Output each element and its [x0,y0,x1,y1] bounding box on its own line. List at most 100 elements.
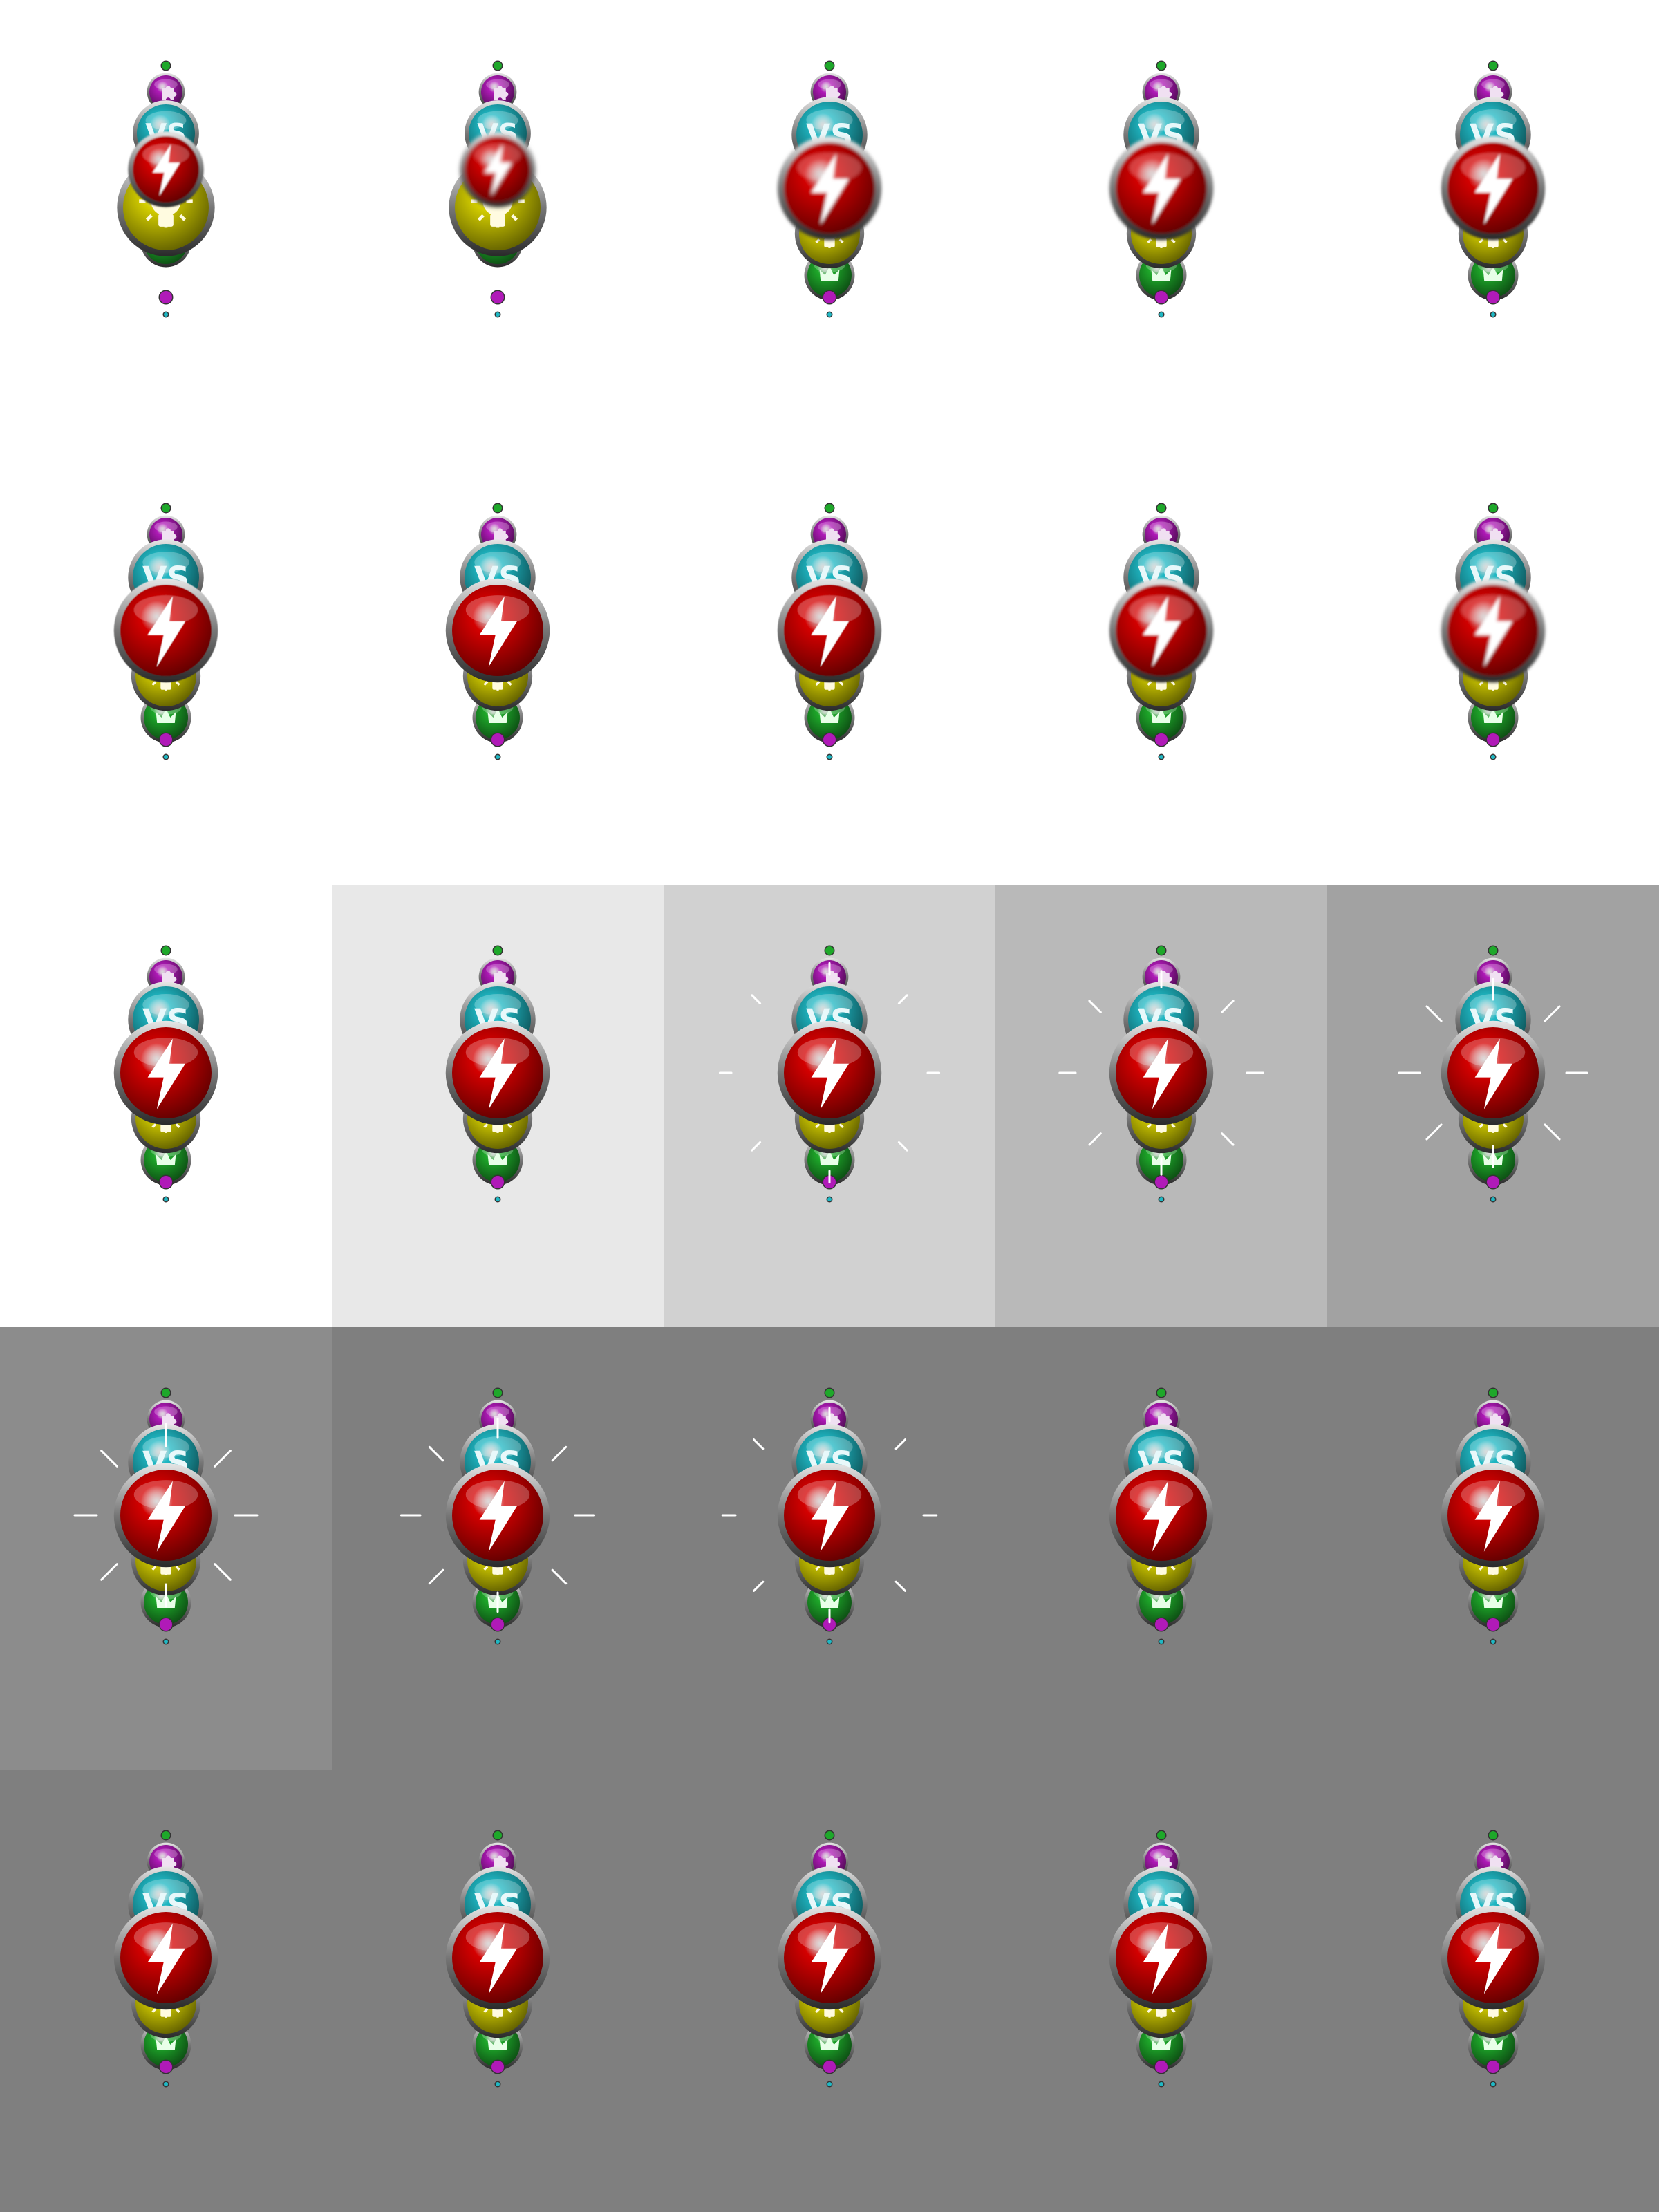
token-stack: VS [1109,1830,1214,2088]
red-token [1441,578,1546,683]
lightning-icon [811,1038,850,1109]
red-token [1441,1905,1546,2010]
crown-icon [1483,1593,1503,1608]
token-stack: VS [777,1830,882,2088]
puzzle-icon [1489,1413,1504,1427]
crown-icon [1483,2036,1503,2050]
frame-06: VS [0,442,332,885]
spark-burst [1058,970,1264,1176]
lightning-icon [811,596,850,667]
crown-icon [156,2036,176,2050]
token-stack: VS [777,60,882,318]
spark-ray [551,1568,568,1585]
frame-22: VS [332,1770,664,2212]
token-stack: VS [445,1830,550,2088]
crown-icon [1483,709,1503,723]
lightning-icon [811,153,850,225]
red-token [777,1463,882,1568]
spark-ray [1221,1132,1235,1146]
puzzle-icon [494,1855,509,1870]
spark-burst [73,1423,259,1608]
crown-icon [487,1151,508,1165]
spark-ray [1221,1000,1235,1013]
frame-05: VS [1327,0,1659,442]
token-stack: VS [113,503,218,760]
lightning-icon [1143,1038,1181,1109]
crown-icon [819,709,840,723]
puzzle-icon [494,86,509,100]
token-stack: VS [1398,945,1588,1203]
token-stack: VS [721,1387,938,1645]
frame-11: VS [0,885,332,1327]
spark-ray [428,1568,444,1585]
spark-ray [1088,1132,1102,1146]
frame-10: VS [1327,442,1659,885]
token-stack: VS [1441,1830,1546,2088]
lightning-icon [1474,153,1513,225]
purple-token [478,73,517,111]
frame-16: VS [0,1327,332,1770]
puzzle-icon [1489,86,1504,100]
crown-icon [1151,2036,1172,2050]
crown-icon [819,1151,840,1165]
lightning-icon [484,144,512,196]
puzzle-icon [825,528,841,543]
spark-burst [721,1407,938,1624]
puzzle-icon [825,86,841,100]
puzzle-icon [1489,528,1504,543]
red-token [777,135,882,241]
red-token [128,131,204,207]
crown-icon [156,1151,176,1165]
token-stack: VS [1109,60,1214,318]
frame-01: VS [0,0,332,442]
lightning-icon [1143,153,1181,225]
spark-ray [428,1445,444,1462]
red-token [113,1020,218,1125]
red-token [777,1905,882,2010]
crown-icon [819,1593,840,1608]
spark-burst [1398,977,1588,1168]
frame-15: VS [1327,885,1659,1327]
crown-icon [819,266,840,281]
frame-23: VS [664,1770,995,2212]
spark-ray [1088,1000,1102,1013]
puzzle-icon [494,528,509,543]
token-stack: VS [73,1387,259,1645]
crown-icon [487,2036,508,2050]
red-token [445,1905,550,2010]
crown-icon [1151,709,1172,723]
frame-24: VS [995,1770,1327,2212]
red-token [1441,135,1546,241]
frame-14: VS [995,885,1327,1327]
red-token [1109,578,1214,683]
spark-ray [214,1563,232,1581]
frame-12: VS [332,885,664,1327]
lightning-icon [1143,1481,1181,1552]
frame-02: VS [332,0,664,442]
frame-19: VS [995,1327,1327,1770]
red-token [1109,135,1214,241]
lightning-icon [1143,596,1181,667]
red-token [1109,1020,1214,1125]
lightning-icon [1474,1923,1513,1994]
puzzle-icon [162,528,177,543]
lightning-icon [1143,1923,1181,1994]
lightning-icon [479,1038,518,1109]
token-stack: VS [777,503,882,760]
token-stack: VS [1441,60,1546,318]
spark-ray [751,994,762,1005]
lightning-icon [147,1038,186,1109]
token-stack: VS [400,1387,596,1645]
lightning-icon [1474,1481,1513,1552]
frame-21: VS [0,1770,332,2212]
spark-ray [1544,1005,1561,1022]
frame-04: VS [995,0,1327,442]
spark-burst [400,1417,596,1613]
crown-icon [819,2036,840,2050]
lightning-icon [1474,1038,1513,1109]
red-token [1109,1905,1214,2010]
spark-ray [100,1563,118,1581]
crown-icon [487,709,508,723]
spark-burst [718,962,941,1184]
